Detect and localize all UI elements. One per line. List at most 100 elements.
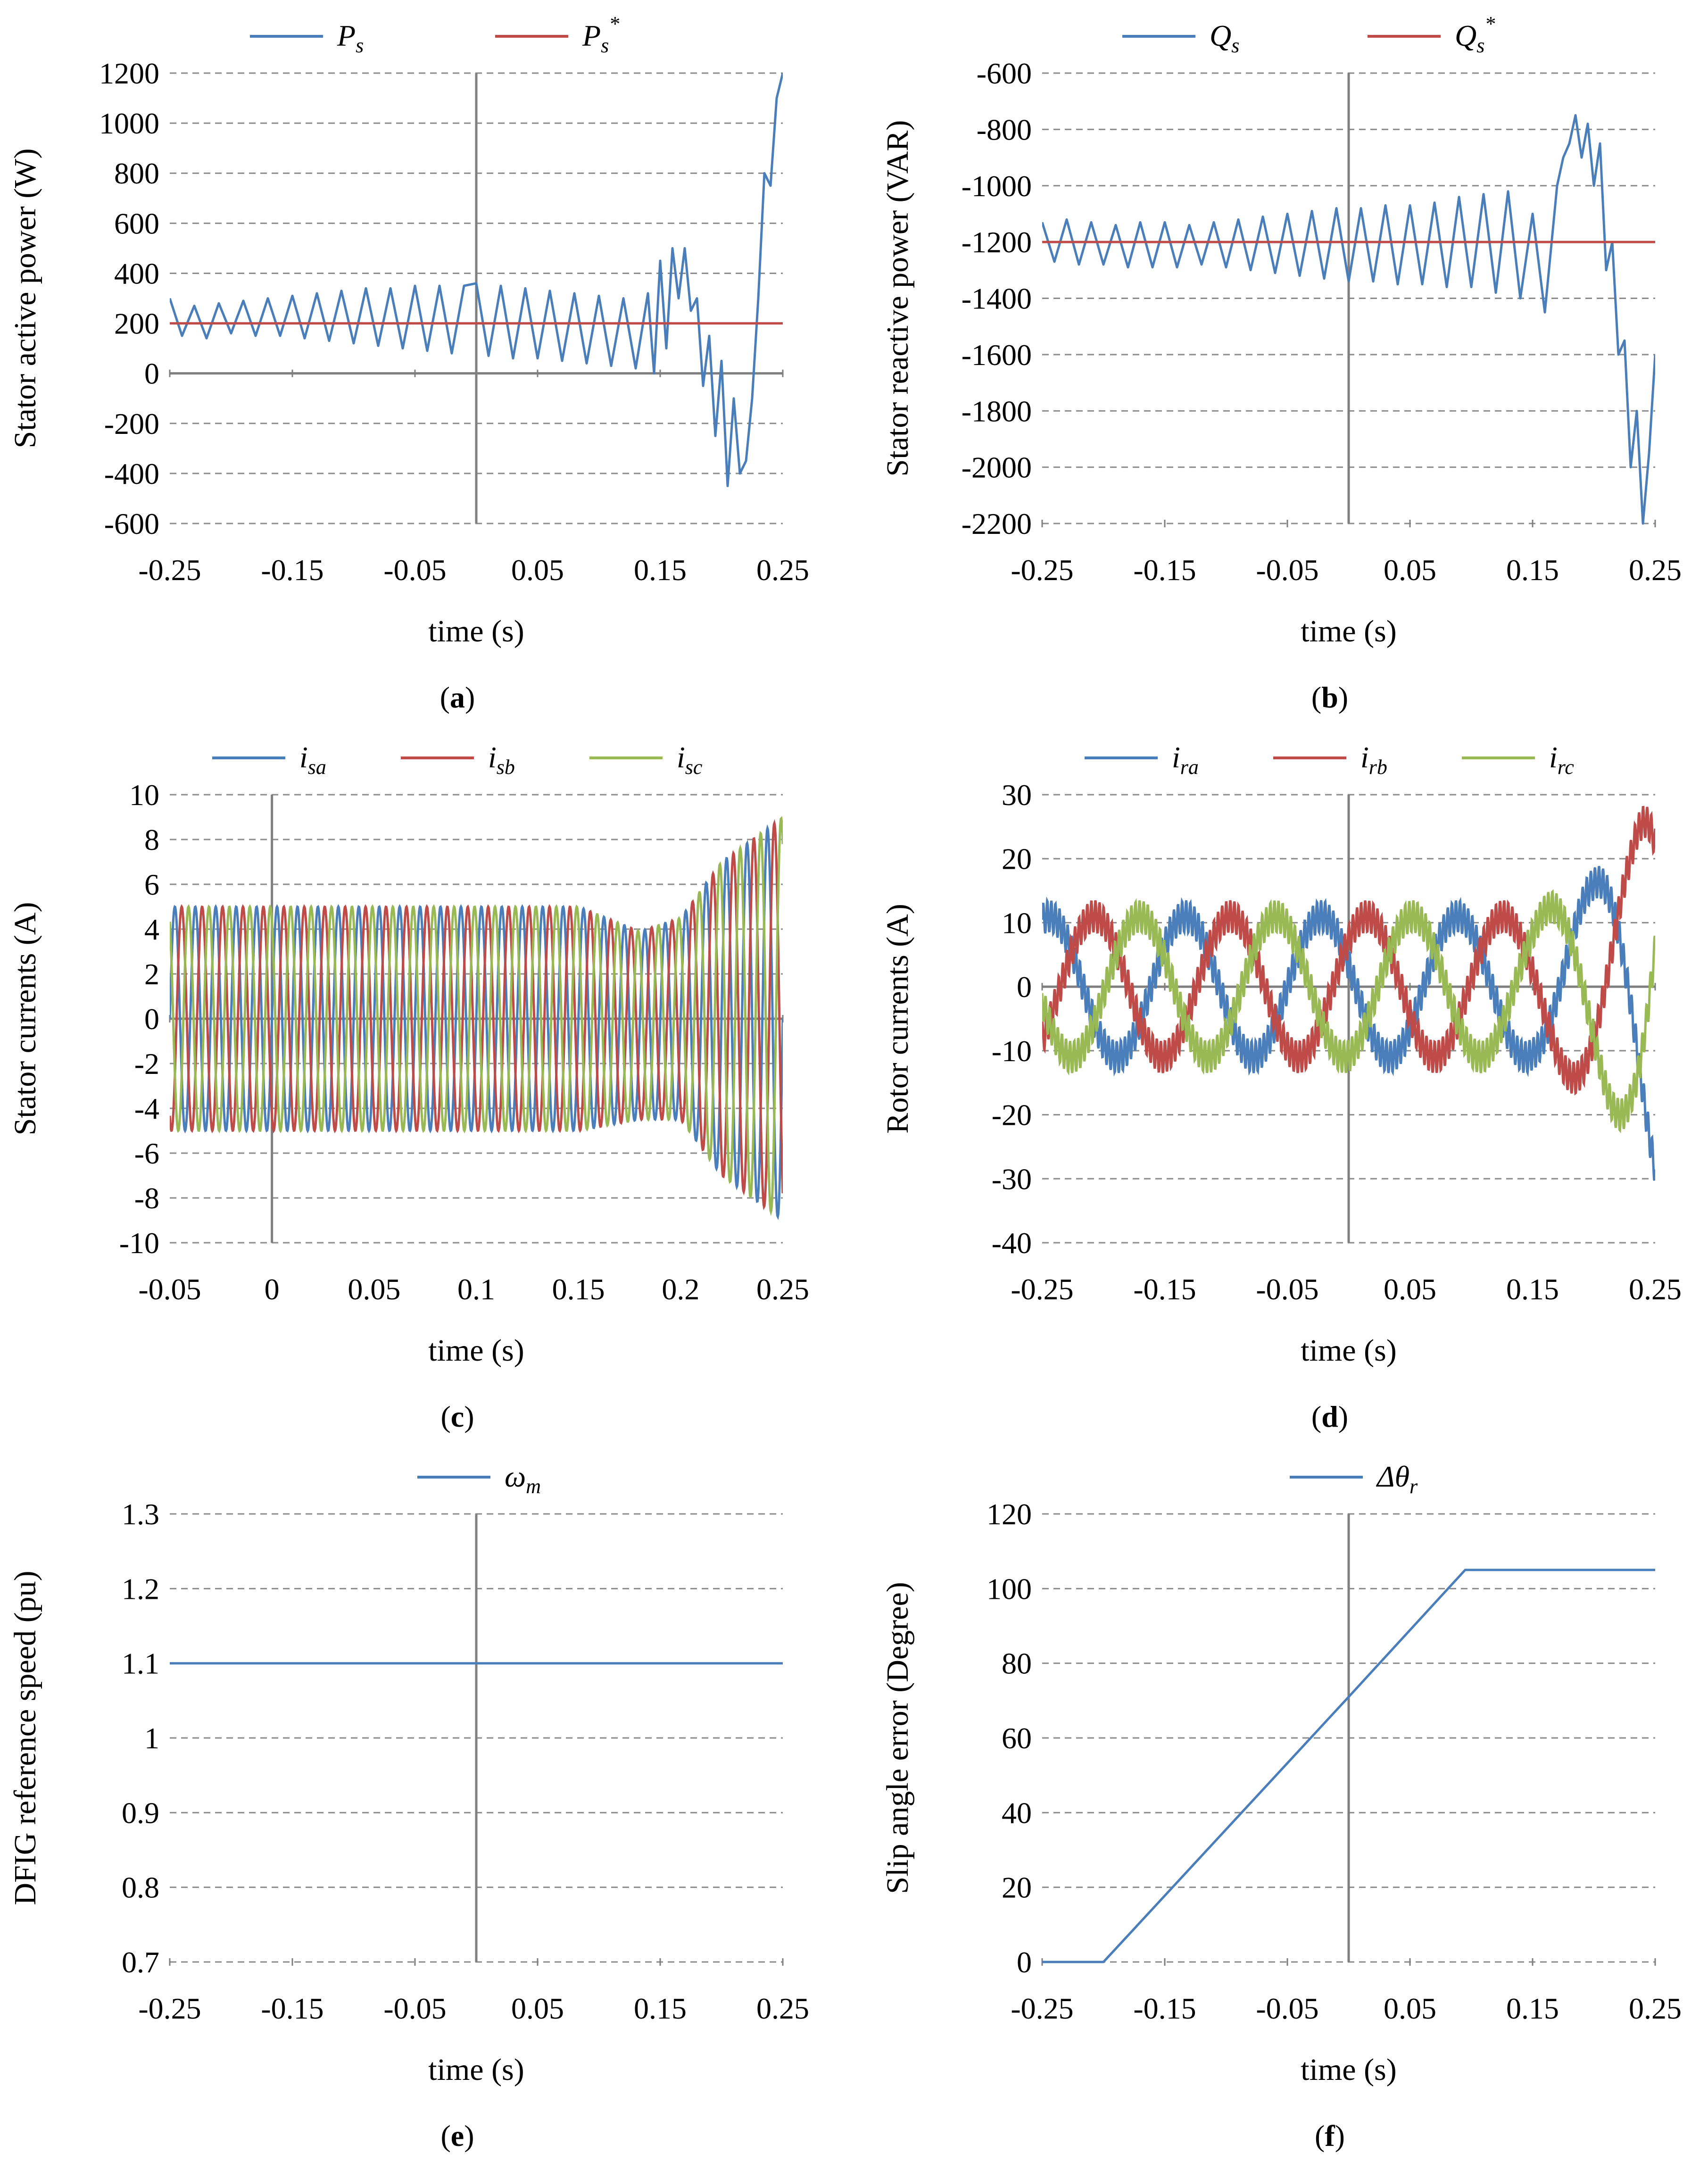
y-tick-label: 0.8 [122,1871,159,1904]
panel-label: (e) [440,2119,474,2153]
y-tick-label: 1200 [99,57,159,90]
x-tick-label: 0.25 [1629,1272,1682,1306]
series-line-Qs [1042,114,1655,525]
y-tick-label: -400 [104,457,159,490]
x-tick-label: 0.15 [552,1272,605,1306]
panel-letter: e [451,2119,464,2153]
plot-area [1042,806,1655,1181]
y-tick-label: 10 [129,778,159,812]
y-tick-label: -10 [119,1226,159,1260]
x-tick-label: -0.25 [1011,1272,1073,1306]
y-tick-label: 0.9 [122,1796,159,1829]
legend-label: isb [488,740,515,779]
y-tick-label: 800 [114,157,159,190]
y-tick-label: -6 [134,1137,159,1170]
x-tick-label: -0.25 [1011,1992,1073,2025]
x-tick-label: 0.15 [634,1992,687,2025]
panel-letter: b [1321,681,1338,714]
y-tick-label: 0.7 [122,1945,159,1979]
x-tick-label: 0.15 [1506,1992,1559,2025]
chart-panel-b: -2200 -2000 -1800 -1600 -1400 -1200 -1000 -800 -… [880,12,1682,714]
y-tick-label: -1800 [962,394,1032,428]
y-tick-label: 40 [1002,1796,1032,1829]
legend-item-ωm: ωm [417,1460,541,1498]
x-tick-label: 0.15 [1506,553,1559,587]
x-tick-label: 0.1 [457,1272,495,1306]
y-tick-label: -2200 [962,507,1032,540]
y-axis-label: Stator reactive power (VAR) [880,120,915,477]
y-tick-label: -200 [104,407,159,441]
legend-item-Qs: Qs [1122,19,1239,57]
legend-item-irc: irc [1462,740,1574,779]
x-axis-label: time (s) [1301,1333,1396,1368]
legend-label: Ps [337,19,364,57]
y-axis-label: DFIG reference speed (pu) [8,1571,42,1905]
x-tick-label: 0.05 [511,1992,564,2025]
x-axis-label: time (s) [1301,2053,1396,2087]
x-tick-label: 0.25 [1629,1992,1682,2025]
legend-label: Δθr [1376,1460,1418,1498]
series-line-isa [170,824,783,1221]
y-tick-label: 200 [114,307,159,341]
y-tick-label: -600 [104,507,159,540]
legend-item-isc: isc [589,740,703,779]
panel-letter: a [450,681,465,714]
x-axis-label: time (s) [428,1333,524,1368]
x-tick-label: 0.05 [1384,553,1436,587]
series-line-Ps [170,73,783,487]
x-tick-label: 0.05 [1384,1992,1436,2025]
y-tick-label: 1 [144,1721,159,1755]
x-tick-label: -0.25 [138,553,201,587]
y-tick-label: 8 [144,823,159,856]
y-tick-label: -40 [992,1226,1032,1260]
y-tick-label: -8 [134,1181,159,1215]
y-tick-label: 1000 [99,107,159,140]
legend-item-irb: irb [1273,740,1387,779]
legend-label: ira [1172,740,1199,779]
x-tick-label: -0.05 [138,1272,201,1306]
x-tick-label: 0.05 [348,1272,400,1306]
y-tick-label: 1.1 [122,1647,159,1680]
x-tick-label: -0.15 [1133,553,1196,587]
plot-area [170,816,783,1221]
legend-item-isa: isa [212,740,326,779]
plot-area [1042,114,1655,525]
panel-letter: f [1325,2119,1335,2153]
y-tick-label: -1600 [962,338,1032,372]
legend-label: Qs [1210,19,1239,57]
series-line-irb [1042,806,1655,1096]
y-tick-label: 80 [1002,1647,1032,1680]
legend-item-isb: isb [401,740,515,779]
plot-area [170,73,783,487]
chart-panel-a: -600 -400 -200 0 200 400 600 800 1000 1200 -0.25 -0… [8,12,809,714]
y-tick-label: -2 [134,1047,159,1080]
legend-label: Ps* [582,12,619,57]
x-axis-label: time (s) [428,614,524,648]
x-tick-label: -0.05 [383,553,446,587]
legend-item-Ps: Ps [250,19,364,57]
y-tick-label: 20 [1002,842,1032,876]
y-tick-label: 2 [144,957,159,991]
panel-label: (a) [440,681,475,714]
y-tick-label: 600 [114,207,159,240]
panel-label: (d) [1311,1400,1348,1433]
series-line-irc [1042,889,1655,1133]
x-tick-label: -0.05 [1256,1272,1318,1306]
y-tick-label: 0 [1017,1945,1032,1979]
legend-label: ωm [505,1460,541,1498]
legend-label: isc [677,740,703,779]
plot-area [1042,1569,1655,1963]
series-line-ira [1042,865,1655,1181]
y-tick-label: -10 [992,1034,1032,1068]
y-tick-label: 100 [987,1572,1032,1605]
y-tick-label: -1200 [962,225,1032,259]
y-tick-label: 10 [1002,906,1032,939]
x-tick-label: -0.25 [1011,553,1073,587]
series-line-isb [170,819,783,1211]
y-tick-label: -20 [992,1098,1032,1132]
series-line-isc [170,816,783,1216]
y-tick-label: 120 [987,1497,1032,1531]
panel-label: (c) [440,1400,474,1433]
legend-item-Qs*: Qs* [1368,12,1495,57]
chart-panel-c: -10 -8 -6 -4 -2 0 2 4 6 8 10 -0.05 0 0.05 0.1 0.15 0.2 0.… [8,740,809,1433]
